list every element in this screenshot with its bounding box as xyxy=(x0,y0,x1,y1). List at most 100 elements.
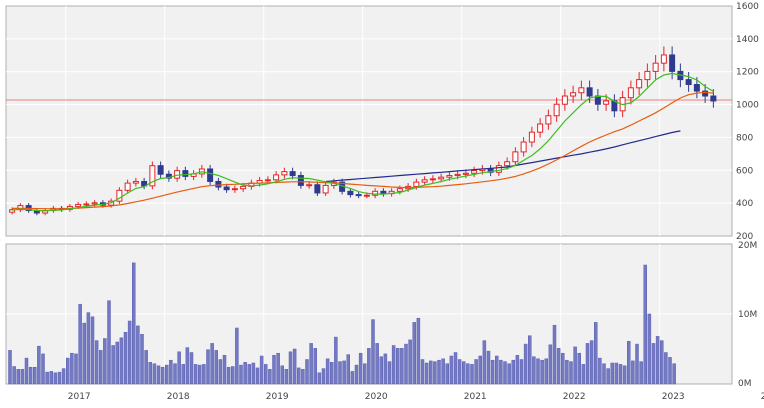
volume-bar xyxy=(614,362,619,385)
volume-bar xyxy=(297,367,301,385)
volume-bar xyxy=(99,350,103,385)
volume-bar xyxy=(594,322,598,385)
price-y-tick-label: 1200 xyxy=(736,68,759,78)
candle-up xyxy=(132,180,139,184)
volume-bar xyxy=(152,363,157,385)
volume-bar xyxy=(515,355,520,385)
volume-bar xyxy=(247,364,251,385)
candle-down xyxy=(215,180,222,188)
candle-up xyxy=(17,205,24,211)
candle-up xyxy=(231,188,238,191)
volume-bar xyxy=(86,312,91,385)
volume-bar xyxy=(400,348,404,385)
volume-bar xyxy=(495,355,499,385)
volume-bar xyxy=(627,341,631,385)
volume-bar xyxy=(548,344,553,385)
volume-bar xyxy=(243,362,247,385)
volume-bar xyxy=(140,334,144,385)
volume-bar xyxy=(610,362,614,385)
volume-bar xyxy=(24,357,29,385)
volume-bar xyxy=(292,348,297,385)
volume-bar xyxy=(313,348,317,385)
volume-bar xyxy=(581,364,586,385)
volume-bar xyxy=(222,355,227,385)
candle-up xyxy=(91,202,98,205)
candle-down xyxy=(314,184,321,194)
price-y-tick-label: 1000 xyxy=(736,101,759,111)
candle-up xyxy=(644,70,651,81)
volume-bar xyxy=(618,364,623,385)
candle-up xyxy=(652,62,659,72)
volume-bar xyxy=(181,364,185,385)
volume-y-tick-label: 20M xyxy=(738,241,757,251)
volume-bar xyxy=(622,365,627,385)
volume-bar xyxy=(288,351,293,385)
volume-bar xyxy=(404,343,408,385)
candle-up xyxy=(537,123,544,133)
volume-bar xyxy=(577,352,581,385)
volume-bar xyxy=(503,361,507,385)
candle-up xyxy=(495,165,502,173)
volume-bar xyxy=(132,262,136,385)
volume-bar xyxy=(482,340,487,385)
volume-bar xyxy=(379,356,383,385)
candle-up xyxy=(322,184,329,194)
x-tick-label: 2021 xyxy=(464,392,487,402)
volume-bar xyxy=(255,367,260,385)
volume-bar xyxy=(90,316,95,385)
candle-up xyxy=(116,189,123,202)
volume-bar xyxy=(107,300,111,385)
volume-bar xyxy=(664,352,668,385)
volume-bar xyxy=(490,359,495,385)
candle-up xyxy=(174,170,181,179)
volume-grid xyxy=(6,244,760,384)
volume-bar xyxy=(226,366,231,385)
volume-bar xyxy=(585,343,590,385)
volume-bar xyxy=(272,355,276,385)
candle-up xyxy=(281,171,288,176)
volume-bar xyxy=(606,368,610,385)
candle-up xyxy=(570,92,577,97)
volume-bar xyxy=(78,303,82,385)
volume-bar xyxy=(94,340,99,385)
candle-up xyxy=(124,182,131,191)
volume-bar xyxy=(37,345,41,385)
price-y-tick-label: 1400 xyxy=(736,35,759,45)
volume-bar xyxy=(148,362,152,385)
volume-bar xyxy=(251,362,256,385)
volume-bar xyxy=(338,361,342,385)
x-tick-label: 2020 xyxy=(365,392,388,402)
volume-y-axis: 20M 10M 0M xyxy=(738,241,757,389)
candle-up xyxy=(438,176,445,180)
volume-bar xyxy=(16,369,20,385)
volume-bar xyxy=(391,345,396,385)
volume-bar xyxy=(375,343,379,385)
x-tick-label: 2019 xyxy=(266,392,289,402)
volume-bar xyxy=(552,324,557,385)
price-y-tick-label: 1600 xyxy=(736,2,759,12)
volume-bar xyxy=(198,364,202,385)
price-y-tick-label: 600 xyxy=(736,166,753,176)
candle-up xyxy=(306,184,313,187)
volume-bar xyxy=(569,361,573,385)
volume-bar xyxy=(474,359,478,385)
volume-bar xyxy=(301,369,305,385)
price-panel xyxy=(5,5,733,237)
volume-bar xyxy=(387,361,392,385)
candle-up xyxy=(446,175,453,178)
volume-bar xyxy=(342,360,346,385)
volume-bar xyxy=(210,343,214,385)
volume-bar xyxy=(523,343,528,385)
volume-bar xyxy=(602,363,606,385)
volume-bar xyxy=(499,359,503,385)
volume-bar xyxy=(119,337,124,385)
volume-bar xyxy=(346,354,350,385)
candle-down xyxy=(669,54,676,72)
volume-bar xyxy=(61,368,66,385)
price-y-tick-label: 200 xyxy=(736,232,753,242)
candle-down xyxy=(710,95,717,102)
volume-bar xyxy=(185,347,190,385)
volume-bar xyxy=(631,360,635,385)
candle-down xyxy=(702,90,709,97)
